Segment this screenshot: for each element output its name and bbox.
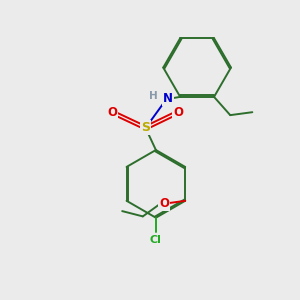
Text: Cl: Cl (150, 235, 162, 244)
Text: O: O (173, 106, 183, 119)
Text: S: S (141, 122, 150, 134)
Text: H: H (149, 91, 158, 101)
Text: O: O (159, 196, 169, 210)
Text: N: N (163, 92, 173, 105)
Text: O: O (107, 106, 117, 119)
